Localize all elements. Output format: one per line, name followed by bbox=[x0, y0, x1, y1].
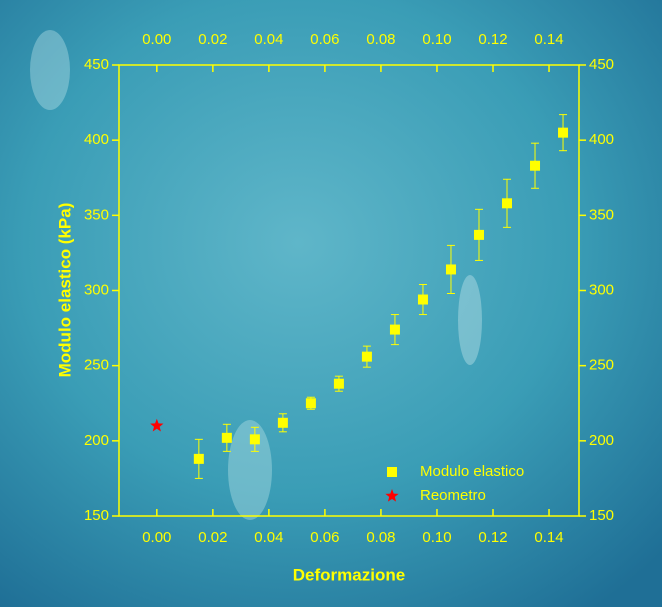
point bbox=[558, 128, 568, 138]
y-tick-label-right: 150 bbox=[589, 507, 614, 524]
y-tick-label: 350 bbox=[84, 206, 109, 223]
y-tick-label: 250 bbox=[84, 357, 109, 374]
y-tick-label: 200 bbox=[84, 432, 109, 449]
point bbox=[334, 379, 344, 389]
x-tick-label-top: 0.12 bbox=[478, 31, 507, 48]
x-tick-label: 0.12 bbox=[478, 529, 507, 546]
x-tick-label: 0.14 bbox=[534, 529, 563, 546]
background-shape bbox=[30, 30, 70, 110]
x-tick-label-top: 0.10 bbox=[422, 31, 451, 48]
point bbox=[278, 418, 288, 428]
point bbox=[446, 264, 456, 274]
y-tick-label-right: 250 bbox=[589, 357, 614, 374]
x-tick-label: 0.08 bbox=[366, 529, 395, 546]
legend-label: Modulo elastico bbox=[420, 463, 524, 480]
x-tick-label-top: 0.02 bbox=[198, 31, 227, 48]
x-tick-label: 0.10 bbox=[422, 529, 451, 546]
point bbox=[222, 433, 232, 443]
y-tick-label-right: 450 bbox=[589, 56, 614, 73]
y-tick-label: 300 bbox=[84, 281, 109, 298]
x-tick-label-top: 0.14 bbox=[534, 31, 563, 48]
x-tick-label-top: 0.00 bbox=[142, 31, 171, 48]
y-tick-label-right: 300 bbox=[589, 281, 614, 298]
point bbox=[474, 230, 484, 240]
legend-marker bbox=[387, 467, 397, 477]
x-tick-label: 0.06 bbox=[310, 529, 339, 546]
background-shape bbox=[458, 275, 482, 365]
point bbox=[194, 454, 204, 464]
x-tick-label-top: 0.06 bbox=[310, 31, 339, 48]
point bbox=[418, 295, 428, 305]
x-tick-label-top: 0.04 bbox=[254, 31, 283, 48]
x-axis-title: Deformazione bbox=[293, 565, 405, 584]
legend-label: Reometro bbox=[420, 487, 486, 504]
y-tick-label-right: 350 bbox=[589, 206, 614, 223]
y-tick-label: 450 bbox=[84, 56, 109, 73]
point bbox=[362, 352, 372, 362]
x-tick-label-top: 0.08 bbox=[366, 31, 395, 48]
y-axis-title: Modulo elastico (kPa) bbox=[55, 203, 74, 378]
y-tick-label-right: 400 bbox=[589, 131, 614, 148]
point bbox=[502, 198, 512, 208]
chart: Deformazione Modulo elastico (kPa) 0.00 0… bbox=[0, 0, 662, 607]
y-tick-label: 150 bbox=[84, 507, 109, 524]
x-tick-label: 0.04 bbox=[254, 529, 283, 546]
point bbox=[250, 434, 260, 444]
x-tick-label: 0.02 bbox=[198, 529, 227, 546]
y-tick-label: 400 bbox=[84, 131, 109, 148]
x-tick-label: 0.00 bbox=[142, 529, 171, 546]
point bbox=[530, 161, 540, 171]
point bbox=[306, 398, 316, 408]
y-tick-label-right: 200 bbox=[589, 432, 614, 449]
point bbox=[390, 325, 400, 335]
